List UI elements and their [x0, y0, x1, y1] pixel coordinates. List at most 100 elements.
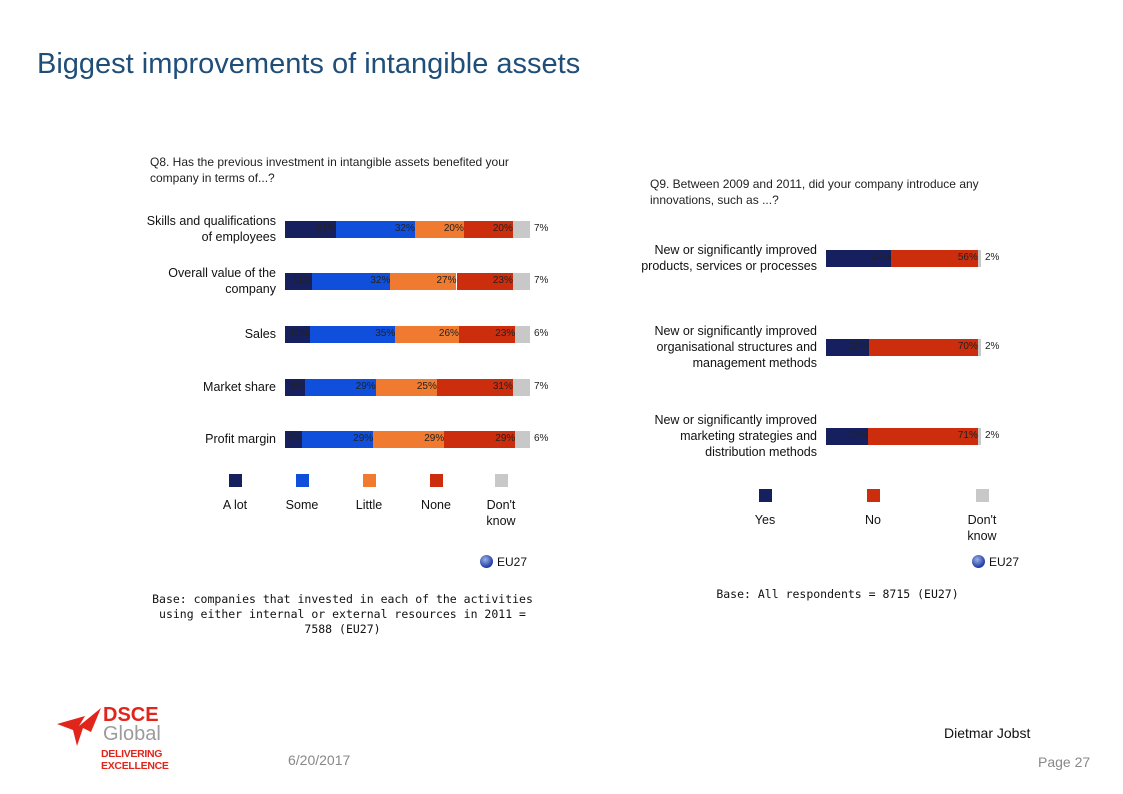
bar-segment — [285, 326, 310, 343]
bar-segment — [285, 273, 312, 290]
category-label: Profit margin — [205, 432, 276, 446]
footer-page-number: Page 27 — [1038, 754, 1091, 770]
globe-icon — [480, 555, 493, 568]
category-label: Sales — [244, 327, 276, 341]
legend-label: A lot — [222, 498, 248, 512]
chart-q8-plot: 21% 32% 20% 20% 7% 11% 32% 27% 23% 7% 10% 35% 26% 23%… — [140, 150, 560, 470]
bar-segment — [512, 221, 530, 238]
logo-line2: Global — [103, 723, 161, 745]
data-label: 32% — [394, 223, 415, 234]
bar-segment — [304, 379, 376, 396]
bar-segment — [395, 326, 459, 343]
data-label: 25% — [416, 381, 437, 392]
legend-label: None — [421, 498, 451, 512]
bar-segment — [336, 221, 415, 238]
bar-segment — [311, 273, 391, 290]
data-label: 29% — [353, 433, 374, 444]
bar-segment — [414, 221, 464, 238]
data-label: 6% — [534, 433, 549, 444]
bar-segment — [512, 273, 530, 290]
legend-label: Don't know — [486, 498, 516, 528]
data-label: 2% — [985, 341, 1000, 352]
bar-segment — [977, 250, 981, 267]
bar-segment — [977, 339, 981, 356]
data-label: 71% — [957, 430, 978, 441]
data-label: 29% — [424, 433, 445, 444]
data-label: 21% — [316, 223, 337, 234]
bar-segment — [515, 326, 530, 343]
category-label: New or significantly improved organisati… — [654, 324, 817, 370]
bar-segment — [463, 221, 513, 238]
category-label: New or significantly improved products, … — [641, 243, 817, 273]
chart-q9-question: Q9. Between 2009 and 2011, did your comp… — [650, 177, 979, 207]
bar-segment — [285, 221, 337, 238]
data-label: 20% — [443, 223, 464, 234]
legend-label: Little — [355, 498, 383, 512]
globe-icon — [972, 555, 985, 568]
legend-swatch — [867, 489, 880, 502]
data-label: 8% — [290, 381, 305, 392]
data-label: 27% — [847, 430, 868, 441]
data-label: 7% — [534, 223, 549, 234]
legend-swatch — [229, 474, 242, 487]
bar-segment — [456, 273, 513, 290]
bar-segment — [373, 431, 445, 448]
legend-swatch — [759, 489, 772, 502]
legend-label: Yes — [754, 513, 776, 527]
logo-tagline: DELIVERING EXCELLENCE — [101, 748, 169, 772]
chart-q8-region: EU27 — [480, 555, 527, 569]
data-label: 7% — [534, 381, 549, 392]
bar-segment — [826, 250, 892, 267]
bar-segment — [826, 428, 868, 445]
legend-swatch — [363, 474, 376, 487]
logo-mark-icon — [57, 708, 101, 746]
legend-label: No — [865, 513, 881, 527]
data-label: 56% — [957, 252, 978, 263]
bar-segment — [302, 431, 374, 448]
data-label: 23% — [492, 275, 513, 286]
chart-q9-categories: New or significantly improved products, … — [640, 170, 817, 490]
data-label: 70% — [957, 341, 978, 352]
legend-label: Don't know — [967, 513, 997, 543]
data-label: 29% — [355, 381, 376, 392]
data-label: 23% — [495, 328, 516, 339]
bar-segment — [512, 379, 530, 396]
bar-segment — [458, 326, 516, 343]
data-label: 42% — [871, 252, 892, 263]
chart-q9: Q9. Between 2009 and 2011, did your comp… — [640, 170, 1060, 543]
bar-segment — [285, 379, 305, 396]
bar-segment — [285, 431, 303, 448]
bar-segment — [891, 250, 978, 267]
data-label: 11% — [292, 275, 312, 286]
chart-q9-plot: 42% 56% 2% 28% 70% 2% 27% 71% 2% — [640, 170, 1060, 490]
page-title: Biggest improvements of intangible asset… — [37, 48, 581, 80]
data-label: 7% — [534, 275, 549, 286]
legend-swatch — [430, 474, 443, 487]
data-label: 6% — [534, 328, 549, 339]
bar-segment — [977, 428, 981, 445]
legend-swatch — [495, 474, 508, 487]
chart-q9-region: EU27 — [972, 555, 1019, 569]
bar-segment — [869, 339, 978, 356]
bar-segment — [826, 339, 870, 356]
category-label: New or significantly improved marketing … — [654, 413, 817, 459]
bar-segment — [375, 379, 437, 396]
category-label: Market share — [203, 380, 276, 394]
logo-line1: DSCE — [103, 704, 159, 726]
bar-segment — [515, 431, 530, 448]
legend-swatch — [296, 474, 309, 487]
data-label: 32% — [370, 275, 391, 286]
data-label: 27% — [436, 275, 457, 286]
data-label: 10% — [289, 328, 310, 339]
data-label: 7% — [287, 433, 303, 444]
chart-q8-legend: A lot Some Little None Don't know — [140, 470, 560, 530]
bar-segment — [436, 379, 513, 396]
legend-label: Some — [285, 498, 319, 512]
footer-author: Dietmar Jobst — [944, 725, 1031, 741]
chart-q9-base-note: Base: All respondents = 8715 (EU27) — [716, 587, 959, 601]
data-label: 20% — [492, 223, 513, 234]
data-label: 2% — [985, 430, 1000, 441]
chart-q8-question: Q8. Has the previous investment in intan… — [150, 155, 509, 185]
data-label: 31% — [492, 381, 513, 392]
bar-segment — [867, 428, 978, 445]
